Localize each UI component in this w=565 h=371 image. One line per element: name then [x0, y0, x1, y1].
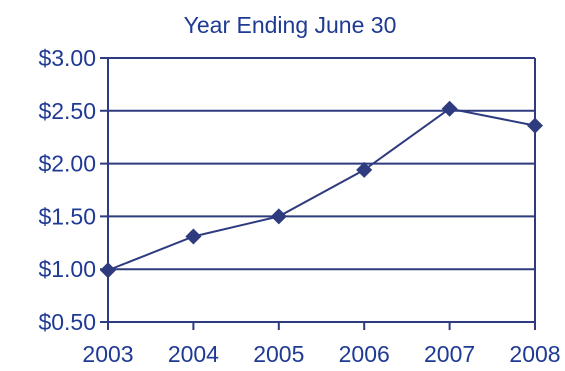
y-tick-label: $1.50: [38, 203, 96, 229]
axes: [107, 58, 536, 330]
series-markers: [100, 100, 543, 279]
y-tick-labels: $0.50 $1.00 $1.50 $2.00 $2.50 $3.00: [38, 45, 96, 335]
y-tick-label: $2.50: [38, 98, 96, 124]
y-tick-label: $0.50: [38, 309, 96, 335]
x-tick-label: 2007: [424, 341, 475, 367]
data-point-marker: [100, 262, 116, 279]
y-tick-label: $3.00: [38, 45, 96, 71]
data-point-marker: [527, 117, 543, 134]
data-point-marker: [441, 100, 458, 117]
series-line: [107, 107, 536, 272]
grid-lines: [100, 57, 535, 323]
data-point-marker: [270, 208, 287, 225]
data-point-marker: [185, 228, 202, 245]
series-line-group: [107, 107, 536, 272]
x-tick-label: 2006: [339, 341, 390, 367]
data-point-marker: [356, 161, 373, 178]
chart-title: Year Ending June 30: [184, 12, 397, 38]
x-tick-label: 2004: [168, 341, 219, 367]
x-tick-label: 2008: [509, 341, 560, 367]
y-tick-label: $1.00: [38, 256, 96, 282]
x-tick-labels: 2003 2004 2005 2006 2007 2008: [82, 341, 560, 367]
x-tick-label: 2005: [253, 341, 304, 367]
y-tick-label: $2.00: [38, 151, 96, 177]
x-tick-label: 2003: [82, 341, 133, 367]
